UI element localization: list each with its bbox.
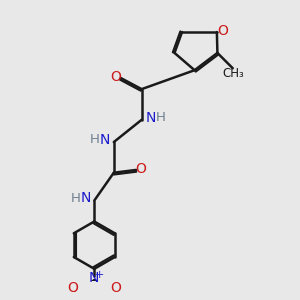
Text: +: + [95, 270, 104, 280]
Text: CH₃: CH₃ [222, 67, 244, 80]
Text: ⁻: ⁻ [70, 290, 76, 299]
Text: H: H [89, 133, 99, 146]
Text: N: N [81, 191, 91, 205]
Text: H: H [70, 192, 80, 205]
Text: N: N [146, 111, 156, 124]
Text: O: O [136, 162, 146, 176]
Text: O: O [110, 70, 121, 84]
Text: N: N [100, 133, 110, 147]
Text: O: O [217, 25, 228, 38]
Text: O: O [110, 281, 121, 295]
Text: N: N [89, 271, 100, 285]
Text: O: O [68, 281, 78, 295]
Text: H: H [156, 111, 166, 124]
